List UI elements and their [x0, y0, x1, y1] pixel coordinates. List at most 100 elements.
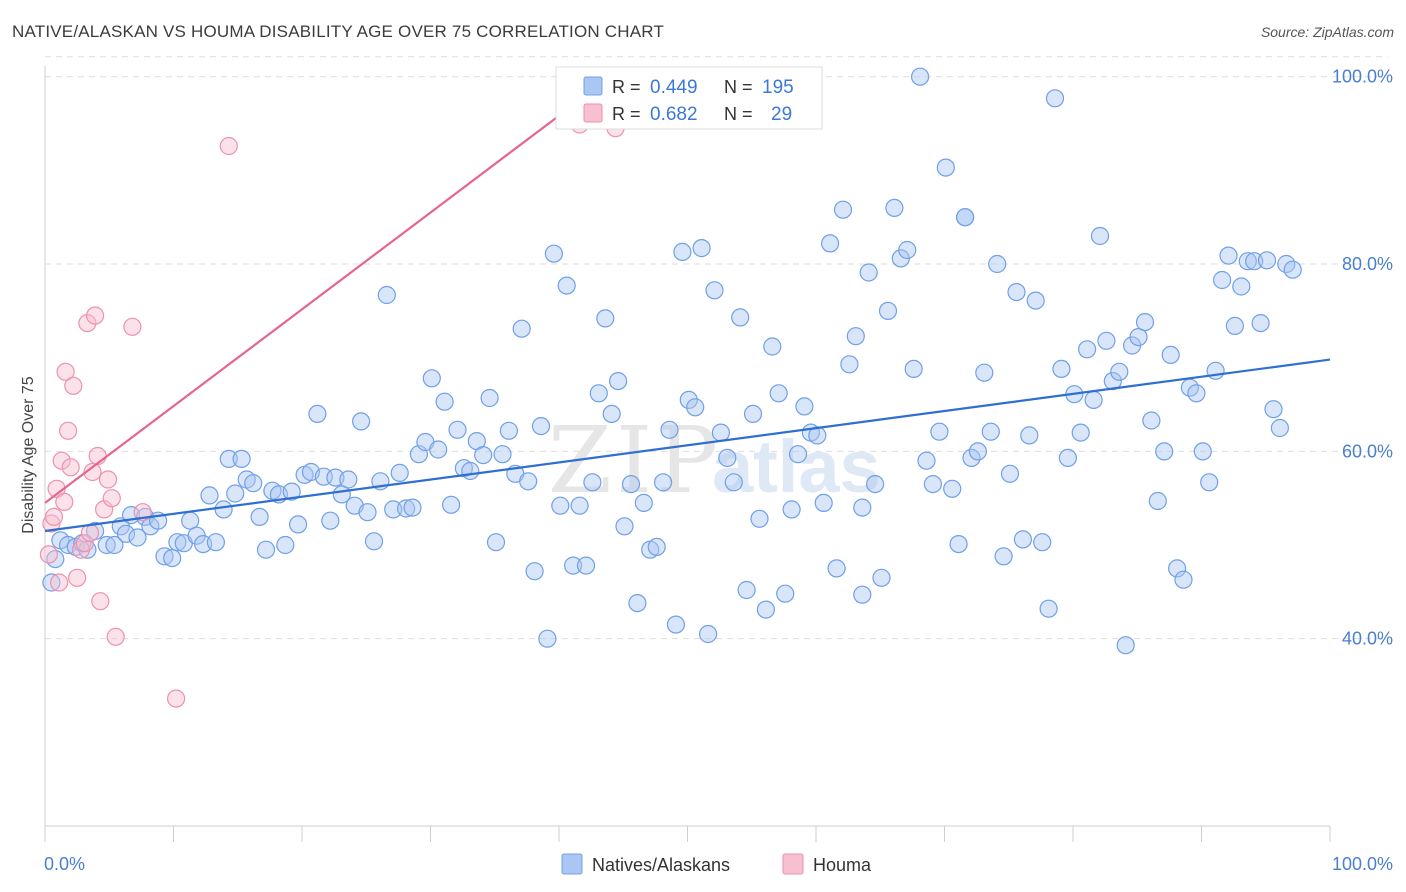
native-point-65: [461, 461, 480, 481]
native-point-31: [244, 474, 263, 493]
native-point-151: [1013, 530, 1033, 549]
native-point-38: [289, 515, 308, 534]
native-point-32: [250, 507, 269, 527]
legend-n-label-1: N =: [724, 77, 753, 97]
houma-point-9: [61, 458, 80, 477]
legend-natives-label: Natives/Alaskans: [592, 855, 730, 875]
y-tick-label-3: 100.0%: [1332, 67, 1393, 87]
native-point-158: [1058, 448, 1078, 467]
native-point-136: [917, 451, 936, 470]
native-point-48: [352, 412, 371, 431]
houma-point-6: [55, 492, 74, 511]
native-point-180: [1200, 473, 1219, 492]
native-trend-line: [44, 358, 1331, 533]
native-point-60: [429, 440, 448, 459]
native-point-55: [397, 499, 416, 518]
native-point-131: [885, 198, 904, 217]
source-label: Source: ZipAtlas.com: [1260, 24, 1394, 40]
native-points: [42, 67, 1302, 655]
native-point-37: [282, 482, 301, 501]
native-point-76: [531, 417, 551, 436]
native-point-67: [474, 446, 493, 465]
native-point-36: [276, 535, 295, 555]
native-point-74: [519, 472, 538, 491]
native-point-157: [1052, 359, 1071, 378]
legend-swatch-houma: [782, 853, 804, 875]
native-point-27: [219, 449, 238, 468]
houma-point-23: [106, 627, 125, 646]
native-point-18: [163, 548, 182, 568]
native-point-113: [769, 384, 788, 403]
native-point-71: [499, 421, 518, 440]
native-point-77: [538, 629, 557, 648]
native-point-70: [493, 445, 512, 464]
legend-n-value-1: 195: [762, 77, 794, 98]
native-point-28: [226, 484, 245, 503]
legend-n-value-2: 29: [771, 104, 792, 125]
native-point-195: [853, 585, 872, 604]
native-point-183: [1219, 246, 1238, 265]
native-point-26: [214, 500, 233, 519]
native-point-54: [390, 463, 409, 482]
native-point-103: [705, 281, 724, 300]
native-point-0: [42, 573, 61, 592]
native-point-148: [994, 547, 1013, 566]
native-point-163: [1090, 226, 1110, 246]
native-point-184: [1225, 316, 1245, 335]
native-point-156: [1045, 89, 1065, 108]
native-point-120: [814, 493, 833, 512]
native-point-130: [878, 301, 898, 320]
houma-point-10: [64, 376, 83, 395]
y-tick-label-0: 40.0%: [1342, 629, 1393, 649]
houma-point-13: [75, 534, 94, 553]
native-point-33: [256, 540, 276, 559]
x-tick-labels: 0.0% 100.0%: [44, 854, 1393, 874]
native-point-79: [551, 496, 570, 515]
y-axis-label: Disability Age Over 75: [20, 376, 37, 534]
native-point-125: [846, 327, 865, 346]
native-point-100: [686, 398, 705, 417]
native-point-185: [1232, 277, 1251, 296]
native-point-174: [1161, 345, 1180, 364]
houma-point-24: [123, 317, 142, 336]
native-point-164: [1097, 331, 1116, 350]
legend-n-label-2: N =: [724, 104, 753, 124]
native-point-143: [962, 448, 981, 467]
native-point-99: [679, 390, 698, 409]
native-point-150: [1007, 283, 1026, 302]
native-point-107: [731, 308, 750, 327]
houma-point-7: [56, 362, 75, 381]
native-point-84: [583, 473, 602, 492]
houma-point-11: [67, 568, 87, 587]
native-point-17: [155, 547, 174, 566]
native-point-175: [1167, 559, 1187, 578]
native-point-187: [1245, 252, 1264, 271]
legend-swatch-natives: [561, 853, 583, 875]
native-point-91: [628, 593, 647, 613]
native-point-97: [666, 615, 686, 634]
houma-point-4: [49, 573, 69, 592]
native-point-112: [763, 337, 782, 356]
houma-point-17: [85, 306, 105, 325]
native-point-83: [576, 556, 596, 575]
legend-r-label-1: R =: [612, 77, 641, 97]
native-point-98: [673, 242, 692, 261]
native-point-129: [872, 568, 891, 587]
native-point-162: [1084, 390, 1103, 409]
native-point-123: [833, 200, 853, 219]
houma-point-8: [58, 421, 78, 440]
gridlines: [45, 56, 1388, 640]
native-point-169: [1129, 328, 1148, 347]
native-point-181: [1206, 361, 1225, 380]
native-point-191: [1270, 418, 1290, 438]
native-point-25: [206, 533, 225, 552]
native-point-145: [975, 363, 994, 382]
native-point-127: [859, 263, 878, 282]
native-point-115: [782, 500, 801, 519]
native-point-122: [827, 559, 846, 578]
native-point-56: [403, 498, 422, 517]
native-point-52: [377, 285, 396, 305]
houma-point-5: [52, 451, 71, 470]
native-point-63: [448, 420, 467, 439]
native-point-135: [910, 67, 930, 86]
